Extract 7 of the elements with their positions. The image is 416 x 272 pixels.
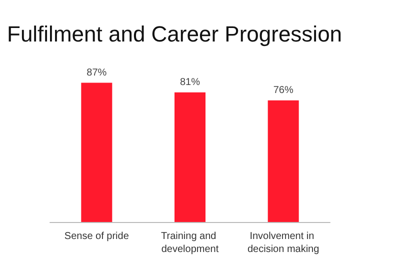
- x-tick-label: Training and development: [161, 231, 219, 255]
- x-tick-label: Sense of pride: [64, 231, 130, 242]
- x-tick-label: Involvement in decision making: [247, 231, 320, 255]
- data-label: 87%: [86, 67, 107, 78]
- data-label: 81%: [180, 76, 200, 88]
- chart-title: Fulfilment and Career Progression: [7, 22, 342, 46]
- data-label: 76%: [273, 84, 294, 96]
